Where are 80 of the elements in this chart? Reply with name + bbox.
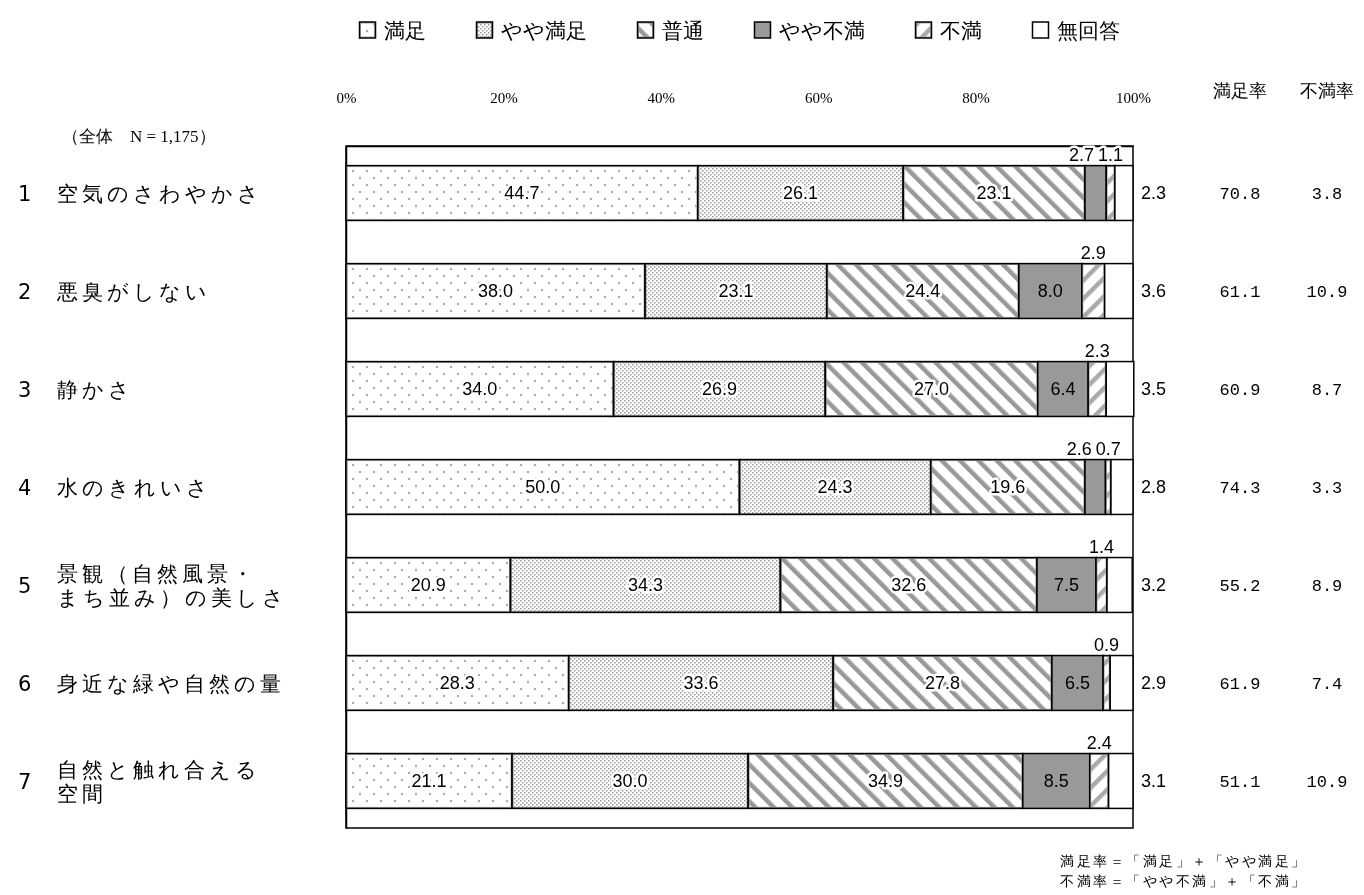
- data-label: 3.2: [1141, 574, 1167, 595]
- data-label: 1.4: [1089, 536, 1115, 557]
- data-label: 8.0: [1037, 281, 1063, 302]
- text: 満足率: [1213, 80, 1267, 101]
- data-label: 21.1: [411, 770, 447, 791]
- text: 不満率: [1300, 80, 1354, 101]
- category-label: 7 自然と触れ合える空間: [18, 757, 261, 806]
- data-label: 1.1: [1098, 144, 1124, 165]
- text: 不満率＝「やや不満」＋「不満」: [1060, 873, 1308, 889]
- data-label: 2.7: [1069, 144, 1095, 165]
- data-label: 27.8: [925, 672, 961, 693]
- data-label: 23.1: [718, 281, 754, 302]
- data-label: 3.5: [1141, 379, 1167, 400]
- x-tick-label: 60%: [804, 90, 833, 106]
- data-label: 30.0: [612, 770, 648, 791]
- data-label: 19.6: [990, 477, 1026, 497]
- data-label: 2.8: [1141, 477, 1167, 497]
- text: 74.3: [1219, 479, 1261, 498]
- text: 満足率＝「満足」＋「やや満足」: [1060, 853, 1308, 869]
- legend-label: 普通: [661, 19, 704, 43]
- text: 8.7: [1311, 381, 1343, 401]
- data-label: 26.9: [701, 379, 737, 400]
- text: 3.8: [1311, 185, 1343, 205]
- legend-label: やや不満: [778, 19, 865, 43]
- category-label: 2 悪臭がしない: [18, 280, 211, 305]
- data-label: 3.6: [1141, 281, 1167, 302]
- data-label: 38.0: [478, 281, 514, 302]
- text: 3.3: [1311, 479, 1343, 498]
- category-label: 5 景観（自然風景・まち並み）の美しさ: [18, 561, 288, 610]
- text: 7.4: [1311, 674, 1343, 694]
- data-label: 32.6: [891, 574, 927, 595]
- x-tick-label: 40%: [647, 90, 676, 106]
- data-label: 34.9: [867, 770, 904, 791]
- category-label: 1 空気のさわやかさ: [18, 182, 263, 207]
- data-label: 0.9: [1094, 634, 1120, 655]
- legend-label: 不満: [939, 19, 982, 43]
- legend-label: やや満足: [500, 19, 587, 43]
- data-label: 2.4: [1086, 732, 1112, 753]
- data-label: 2.3: [1084, 340, 1110, 361]
- text: 51.1: [1219, 772, 1261, 792]
- data-label: 2.9: [1080, 242, 1106, 263]
- data-label: 8.5: [1043, 770, 1069, 791]
- data-label: 2.9: [1141, 672, 1167, 693]
- data-label: 24.3: [817, 477, 853, 497]
- data-label: 24.4: [905, 281, 941, 302]
- text: 60.9: [1219, 381, 1261, 401]
- text: （全体 N = 1,175）: [62, 127, 216, 146]
- data-label: 7.5: [1053, 574, 1080, 595]
- data-label: 33.6: [683, 672, 719, 693]
- text: 61.9: [1219, 674, 1261, 694]
- text: 10.9: [1306, 772, 1348, 792]
- x-tick-label: 100%: [1116, 90, 1151, 106]
- data-label: 6.5: [1065, 672, 1091, 693]
- data-label: 28.3: [439, 672, 475, 693]
- text: 8.9: [1311, 576, 1343, 596]
- text: 61.1: [1219, 283, 1261, 303]
- x-tick-label: 80%: [962, 90, 990, 106]
- category-label: 4 水のきれいさ: [18, 476, 212, 500]
- text: 10.9: [1306, 283, 1348, 303]
- legend-label: 無回答: [1056, 19, 1120, 43]
- data-label: 34.0: [462, 379, 498, 400]
- legend-label: 満足: [383, 19, 426, 43]
- data-label: 26.1: [782, 183, 819, 204]
- text: 55.2: [1219, 576, 1261, 596]
- data-label: 50.0: [525, 477, 561, 497]
- data-label: 0.7: [1095, 438, 1121, 459]
- data-label: 3.1: [1141, 770, 1167, 791]
- data-label: 27.0: [914, 379, 950, 400]
- x-tick-label: 0%: [336, 90, 357, 106]
- data-label: 20.9: [410, 574, 446, 595]
- data-label: 44.7: [504, 183, 540, 204]
- data-label: 34.3: [627, 574, 663, 595]
- data-label: 23.1: [976, 183, 1012, 204]
- category-label: 3 静かさ: [18, 378, 134, 403]
- x-tick-label: 20%: [490, 90, 518, 106]
- data-label: 6.4: [1050, 379, 1076, 400]
- text: 70.8: [1219, 185, 1261, 205]
- data-label: 2.6: [1066, 438, 1092, 459]
- category-label: 6 身近な緑や自然の量: [18, 671, 285, 696]
- data-label: 2.3: [1141, 183, 1167, 204]
